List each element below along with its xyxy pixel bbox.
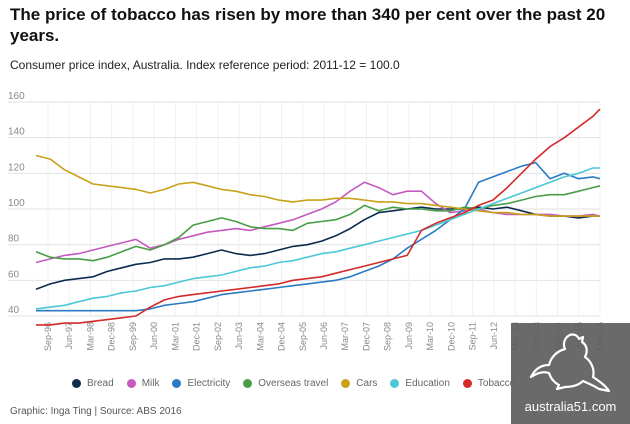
- x-tick-label: Mar-07: [340, 322, 350, 351]
- x-tick-label: Mar-01: [170, 322, 180, 351]
- source-credit: Graphic: Inga Ting | Source: ABS 2016: [10, 406, 182, 417]
- x-tick-label: Jun-09: [404, 322, 414, 350]
- x-tick-label: Dec-04: [277, 322, 287, 351]
- x-tick-label: Sep-99: [128, 322, 138, 351]
- y-tick-label: 140: [8, 127, 25, 138]
- legend-swatch: [243, 378, 253, 388]
- legend-label: Overseas travel: [258, 377, 329, 389]
- x-tick-label: Dec-01: [192, 322, 202, 351]
- series-line-overseas-travel: [35, 185, 601, 262]
- x-tick-label: Mar-10: [425, 322, 435, 351]
- x-tick-label: Jun-97: [64, 322, 74, 350]
- watermark: australia51.com: [511, 323, 630, 424]
- legend-swatch: [126, 378, 136, 388]
- y-tick-label: 60: [8, 269, 20, 280]
- legend-label: Bread: [87, 377, 114, 389]
- y-tick-label: 80: [8, 234, 20, 245]
- x-tick-label: Sep-96: [43, 322, 53, 351]
- x-tick-label: Jun-06: [319, 322, 329, 350]
- x-tick-label: Dec-10: [446, 322, 456, 351]
- chart-subtitle: Consumer price index, Australia. Index r…: [10, 58, 400, 72]
- legend-label: Cars: [356, 377, 378, 389]
- x-tick-label: Sep-11: [468, 322, 478, 350]
- legend-label: Education: [405, 377, 450, 389]
- watermark-text: australia51.com: [524, 399, 617, 414]
- x-tick-label: Sep-08: [383, 322, 393, 351]
- series-line-electricity: [36, 161, 601, 312]
- legend-swatch: [72, 378, 81, 388]
- legend-label: Electricity: [187, 377, 231, 389]
- y-tick-label: 160: [8, 91, 25, 102]
- chart-series: [35, 108, 601, 326]
- legend-swatch: [172, 378, 182, 388]
- x-tick-label: Mar-98: [85, 322, 95, 351]
- x-tick-label: Jun-03: [234, 322, 244, 350]
- series-line-tobacco: [36, 108, 601, 326]
- legend-swatch: [390, 378, 400, 388]
- y-axis-ticks: 40 60 80 100 120 140 160: [8, 91, 25, 316]
- x-tick-label: Jun-00: [149, 322, 159, 350]
- chart-legend: Bread Milk Electricity Overseas travel Cars E…: [72, 375, 528, 391]
- legend-item-bread[interactable]: Bread: [72, 378, 114, 389]
- kangaroo-icon: [529, 333, 611, 393]
- legend-item-milk[interactable]: Milk: [126, 377, 160, 389]
- x-tick-label: Dec-98: [107, 322, 117, 351]
- legend-label: Milk: [141, 377, 160, 389]
- legend-item-electricity[interactable]: Electricity: [172, 378, 230, 389]
- legend-label: Tobacco: [477, 377, 516, 389]
- x-tick-label: Jun-12: [489, 322, 499, 350]
- x-tick-label: Sep-02: [213, 322, 223, 351]
- y-tick-label: 100: [8, 198, 25, 209]
- legend-item-education[interactable]: Education: [390, 377, 450, 389]
- x-tick-label: Sep-05: [298, 322, 308, 351]
- legend-item-cars[interactable]: Cars: [341, 378, 377, 389]
- legend-swatch: [341, 378, 351, 388]
- legend-item-overseas-travel[interactable]: Overseas travel: [243, 378, 328, 389]
- legend-swatch: [462, 378, 472, 388]
- x-tick-label: Mar-04: [255, 322, 265, 351]
- series-line-cars: [35, 154, 600, 217]
- chart-title: The price of tobacco has risen by more t…: [10, 5, 606, 45]
- series-line-bread: [35, 206, 600, 291]
- series-line-education: [35, 167, 600, 310]
- y-tick-label: 40: [8, 305, 20, 316]
- legend-item-tobacco[interactable]: Tobacco: [462, 377, 516, 389]
- x-tick-label: Dec-07: [361, 322, 371, 351]
- series-line-milk: [35, 181, 601, 264]
- y-tick-label: 120: [8, 162, 25, 173]
